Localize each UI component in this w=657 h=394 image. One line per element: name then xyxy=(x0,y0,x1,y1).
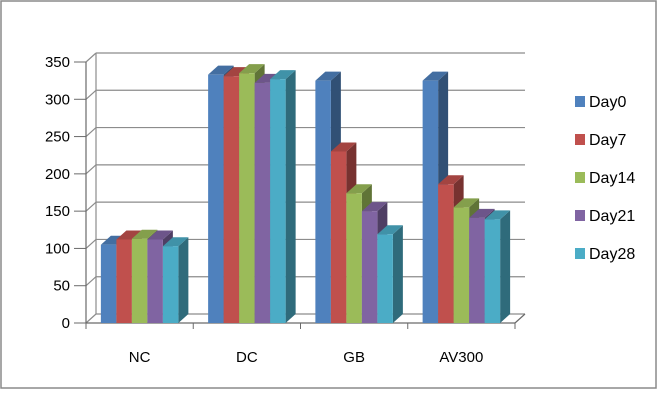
bar-side xyxy=(392,225,403,323)
legend-item-day21: Day21 xyxy=(575,208,635,225)
bars xyxy=(100,64,511,324)
bar-front xyxy=(330,151,347,323)
y-tick-label: 0 xyxy=(62,315,70,332)
legend-label: Day14 xyxy=(589,170,635,187)
legend-item-day28: Day28 xyxy=(575,246,635,263)
bar-front xyxy=(131,238,148,323)
bar-top xyxy=(422,71,449,81)
y-tick-label: 300 xyxy=(45,91,70,108)
bar-front xyxy=(422,80,439,324)
legend-label: Day7 xyxy=(589,132,626,149)
x-tick-label: AV300 xyxy=(439,349,483,366)
y-tick-label: 250 xyxy=(45,129,70,146)
bar-front xyxy=(208,74,224,323)
legend: Day0 Day7 Day14 Day21 Day28 xyxy=(575,94,635,263)
legend-swatch xyxy=(575,134,585,145)
legend-swatch xyxy=(575,248,585,259)
legend-item-day7: Day7 xyxy=(575,132,626,149)
bar-front xyxy=(100,244,117,323)
bar-front xyxy=(239,73,255,323)
bar-top xyxy=(239,64,265,74)
y-tick-label: 350 xyxy=(45,54,70,71)
bar-front xyxy=(438,184,454,323)
bar-front xyxy=(315,80,331,324)
bar-day28-gb xyxy=(377,225,403,323)
y-tick-label: 50 xyxy=(53,278,70,295)
legend-swatch xyxy=(575,210,585,221)
gridline-side xyxy=(85,89,97,100)
bar-top xyxy=(223,67,250,77)
bar-top xyxy=(484,210,511,220)
axis-labels: 0 50 100 150 200 250 300 350 NC DC GB AV300 xyxy=(45,54,483,366)
legend-item-day14: Day14 xyxy=(575,170,635,187)
bar-day28-nc xyxy=(162,237,189,323)
bar-top xyxy=(147,230,173,240)
bar-front xyxy=(223,76,240,323)
bar-front xyxy=(453,207,470,323)
bar-side xyxy=(285,70,296,323)
y-tick-label: 200 xyxy=(45,166,70,183)
gridline-side xyxy=(85,201,97,212)
bar-top xyxy=(162,237,189,247)
y-tick-label: 100 xyxy=(45,240,70,257)
legend-label: Day28 xyxy=(589,246,635,263)
bar-top xyxy=(469,208,495,218)
bar-front xyxy=(162,246,179,323)
floor-edge xyxy=(514,313,526,324)
gridline-side xyxy=(85,313,97,324)
gridline-side xyxy=(85,52,97,63)
bar-front xyxy=(377,234,393,323)
bar-front xyxy=(361,211,378,323)
bar-top xyxy=(330,142,357,152)
bar-front xyxy=(116,239,132,323)
gridline-side xyxy=(85,164,97,175)
bar-top xyxy=(270,70,296,80)
bar-day28-av300 xyxy=(484,210,511,323)
bar-top xyxy=(377,225,403,235)
x-tick-label: DC xyxy=(236,349,258,366)
bar-front xyxy=(147,239,163,323)
bar-top xyxy=(346,184,372,194)
bar-front xyxy=(484,219,501,323)
bar-front xyxy=(469,217,485,323)
gridline-side xyxy=(85,238,97,249)
legend-label: Day21 xyxy=(589,208,635,225)
bar-front xyxy=(346,193,362,323)
bar-top xyxy=(131,229,158,239)
legend-item-day0: Day0 xyxy=(575,94,626,111)
gridline-side xyxy=(85,127,97,138)
legend-swatch xyxy=(575,172,585,183)
x-tick-label: GB xyxy=(343,349,365,366)
bar-top xyxy=(438,175,464,185)
x-tick-label: NC xyxy=(129,349,151,366)
bar-top xyxy=(453,198,480,208)
bar-front xyxy=(270,79,286,323)
bar-side xyxy=(500,210,511,323)
legend-label: Day0 xyxy=(589,94,626,111)
bar-side xyxy=(178,237,189,323)
bar-day28-dc xyxy=(270,70,296,323)
bar-top xyxy=(315,71,341,81)
bar-top xyxy=(208,65,234,75)
bar-top xyxy=(116,230,142,240)
bar-top xyxy=(361,202,388,212)
y-tick-label: 150 xyxy=(45,203,70,220)
legend-swatch xyxy=(575,96,585,107)
gridline-side xyxy=(85,276,97,287)
bar-front xyxy=(254,82,271,323)
